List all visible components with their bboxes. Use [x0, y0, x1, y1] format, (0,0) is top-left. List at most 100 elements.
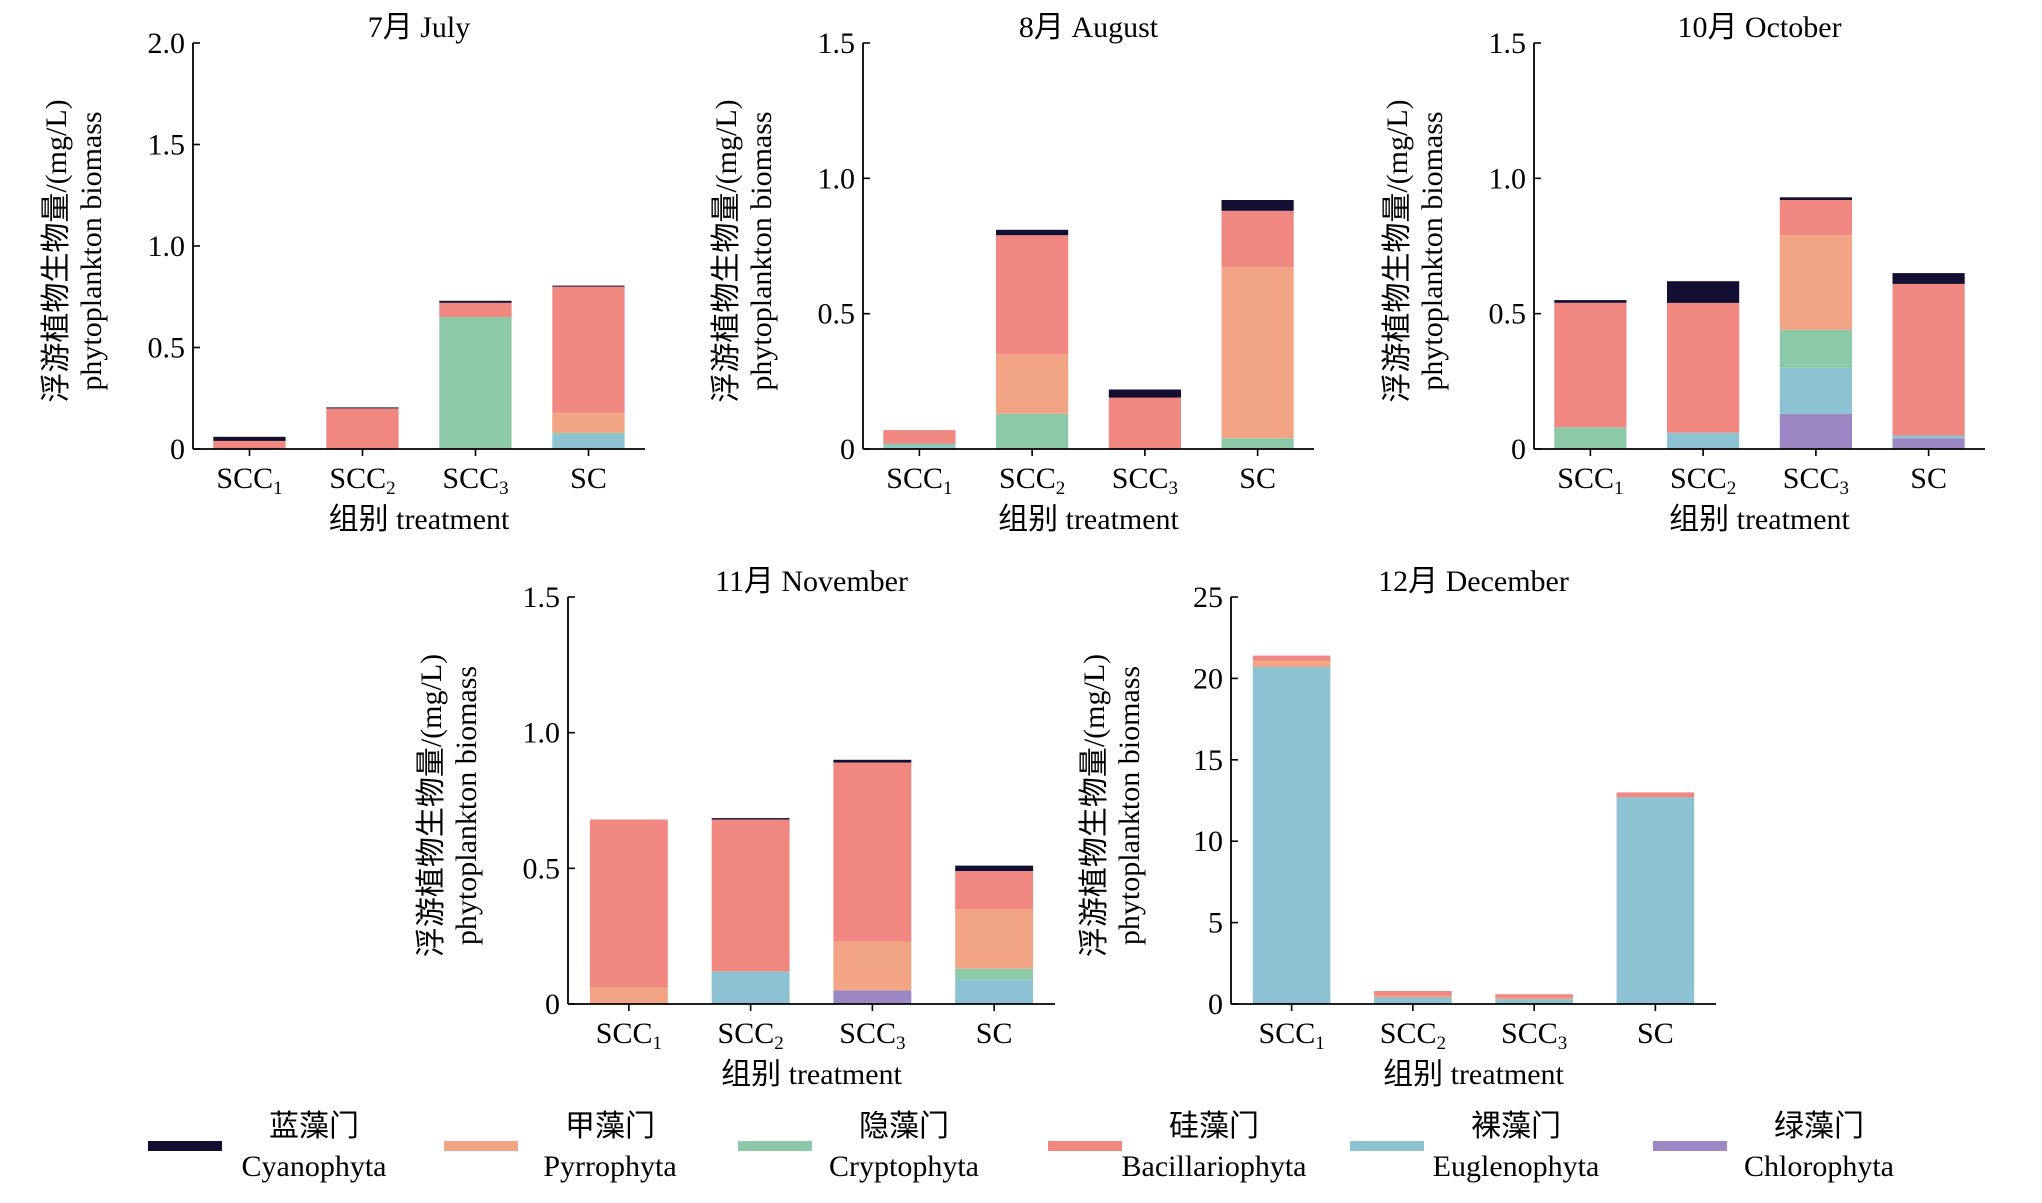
- y-tick-label: 1.5: [1489, 27, 1527, 60]
- y-axis-label-zh: 浮游植物生物量/(mg/L): [40, 99, 73, 402]
- x-tick-label: SCC3: [1112, 462, 1178, 499]
- chart-title: 11月 November: [715, 565, 908, 598]
- bar-segment-pyrrophyta: [1374, 995, 1452, 998]
- y-tick-label: 0.5: [523, 852, 561, 885]
- bar-segment-cyanophyta: [1221, 200, 1294, 211]
- x-tick-label: SC: [1239, 462, 1276, 495]
- x-tick-label: SCC1: [1557, 462, 1623, 499]
- legend-swatch: [444, 1141, 518, 1151]
- bar-segment-euglenophyta: [1616, 797, 1695, 1004]
- x-tick-label: SCC2: [329, 462, 395, 499]
- bar-segment-pyrrophyta: [552, 412, 625, 433]
- y-tick-label: 1.0: [148, 230, 186, 263]
- bar-segment-cyanophyta: [1667, 281, 1740, 303]
- x-axis-label: 组别 treatment: [1669, 503, 1850, 536]
- bar-segment-pyrrophyta: [1252, 660, 1331, 667]
- y-axis-label-en: phytoplankton biomass: [75, 111, 108, 390]
- bar-segment-bacillariophyta: [955, 871, 1034, 909]
- bar-segment-bacillariophyta: [213, 440, 286, 449]
- bar-segment-bacillariophyta: [552, 286, 625, 413]
- bar-segment-bacillariophyta: [1374, 991, 1452, 996]
- x-tick-label: SC: [570, 462, 607, 495]
- y-tick-label: 15: [1193, 744, 1223, 777]
- legend-label-zh: 绿藻门: [1774, 1110, 1864, 1143]
- bar-segment-pyrrophyta: [1495, 997, 1573, 1000]
- bar-segment-pyrrophyta: [833, 941, 912, 991]
- bar-segment-pyrrophyta: [1221, 267, 1294, 439]
- bar-segment-cryptophyta: [552, 432, 625, 435]
- chart-panel-2: SCC1 SCC2 SCC3 SC 0 0.5 1.0 1.5 8月 August 组别 trea…: [710, 11, 1314, 536]
- bar-segment-euglenophyta: [711, 971, 790, 1004]
- x-tick-label: SCC3: [839, 1017, 905, 1054]
- y-tick-label: 2.0: [148, 27, 186, 60]
- legend-label-en: Chlorophyta: [1744, 1150, 1894, 1183]
- x-tick-label: SCC2: [718, 1017, 784, 1054]
- bar-segment-euglenophyta: [552, 434, 625, 449]
- bar-segment-cryptophyta: [996, 413, 1069, 449]
- bar-segment-bacillariophyta: [1108, 397, 1181, 449]
- y-tick-label: 25: [1193, 581, 1223, 614]
- y-tick-label: 0: [1208, 988, 1223, 1021]
- bar-segment-euglenophyta: [1667, 432, 1740, 449]
- bar-segment-chlorophyta: [1779, 413, 1852, 449]
- bar-segment-chlorophyta: [1892, 438, 1965, 449]
- y-tick-label: 5: [1208, 907, 1223, 940]
- legend-label-zh: 硅藻门: [1169, 1110, 1259, 1143]
- legend-swatch: [1350, 1141, 1424, 1151]
- legend-label-en: Pyrrophyta: [543, 1150, 676, 1183]
- bar-segment-bacillariophyta: [1779, 200, 1852, 236]
- bar-segment-bacillariophyta: [1252, 655, 1331, 661]
- x-tick-label: SCC1: [886, 462, 952, 499]
- legend-item-pyrrophyta: 甲藻门 Pyrrophyta: [444, 1110, 677, 1183]
- x-tick-label: SCC1: [596, 1017, 662, 1054]
- bar-segment-bacillariophyta: [1495, 994, 1573, 998]
- bar-segment-cryptophyta: [955, 968, 1034, 980]
- y-axis-label-en: phytoplankton biomass: [450, 666, 483, 945]
- y-axis-label-en: phytoplankton biomass: [1113, 666, 1146, 945]
- chart-title: 10月 October: [1677, 11, 1841, 44]
- legend-item-bacillariophyta: 硅藻门 Bacillariophyta: [1048, 1110, 1306, 1183]
- bar-stacks: [1252, 655, 1695, 1004]
- x-axis-label: 组别 treatment: [329, 503, 510, 536]
- legend-swatch: [1048, 1141, 1122, 1151]
- bar-segment-pyrrophyta: [1779, 235, 1852, 330]
- legend-item-cyanophyta: 蓝藻门 Cyanophyta: [148, 1110, 386, 1183]
- bar-segment-bacillariophyta: [326, 408, 399, 449]
- bar-stacks: [1554, 197, 1965, 449]
- bar-stacks: [213, 285, 625, 449]
- chart-panel-5: SCC1 SCC2 SCC3 SC 0 5 10 15 20 25 12月 December 组别 t…: [1078, 565, 1716, 1091]
- bar-segment-cryptophyta: [439, 317, 512, 449]
- x-tick-label: SCC3: [1501, 1017, 1567, 1054]
- bar-segment-cryptophyta: [1221, 438, 1294, 449]
- bar-segment-bacillariophyta: [833, 762, 912, 942]
- y-tick-label: 1.0: [818, 162, 856, 195]
- bar-segment-cyanophyta: [1554, 300, 1627, 303]
- legend-label-zh: 甲藻门: [565, 1110, 655, 1143]
- x-tick-label: SCC2: [1380, 1017, 1446, 1054]
- y-tick-label: 1.0: [1489, 162, 1527, 195]
- y-tick-label: 0: [1511, 433, 1526, 466]
- bar-segment-euglenophyta: [1779, 367, 1852, 414]
- y-tick-label: 1.5: [148, 129, 186, 162]
- x-tick-label: SC: [976, 1017, 1013, 1050]
- bar-segment-cyanophyta: [833, 759, 912, 763]
- legend-swatch: [1653, 1141, 1727, 1151]
- bar-segment-euglenophyta: [1892, 435, 1965, 439]
- legend-label-en: Euglenophyta: [1433, 1150, 1600, 1183]
- bar-segment-chlorophyta: [833, 990, 912, 1004]
- bar-segment-bacillariophyta: [1892, 283, 1965, 436]
- chart-title: 7月 July: [368, 11, 471, 44]
- y-axis-label-zh: 浮游植物生物量/(mg/L): [710, 99, 743, 402]
- bar-segment-euglenophyta: [955, 979, 1034, 1004]
- chart-title: 8月 August: [1019, 11, 1159, 44]
- bar-segment-cyanophyta: [955, 865, 1034, 871]
- bar-segment-cyanophyta: [1779, 197, 1852, 200]
- bar-segment-pyrrophyta: [955, 909, 1034, 969]
- legend-item-euglenophyta: 裸藻门 Euglenophyta: [1350, 1110, 1599, 1183]
- y-tick-label: 20: [1193, 662, 1223, 695]
- bar-segment-cyanophyta: [552, 285, 625, 287]
- x-axis-label: 组别 treatment: [1383, 1058, 1564, 1091]
- bar-segment-euglenophyta: [1374, 997, 1452, 1004]
- bar-stacks: [589, 759, 1034, 1004]
- bar-segment-bacillariophyta: [589, 819, 668, 988]
